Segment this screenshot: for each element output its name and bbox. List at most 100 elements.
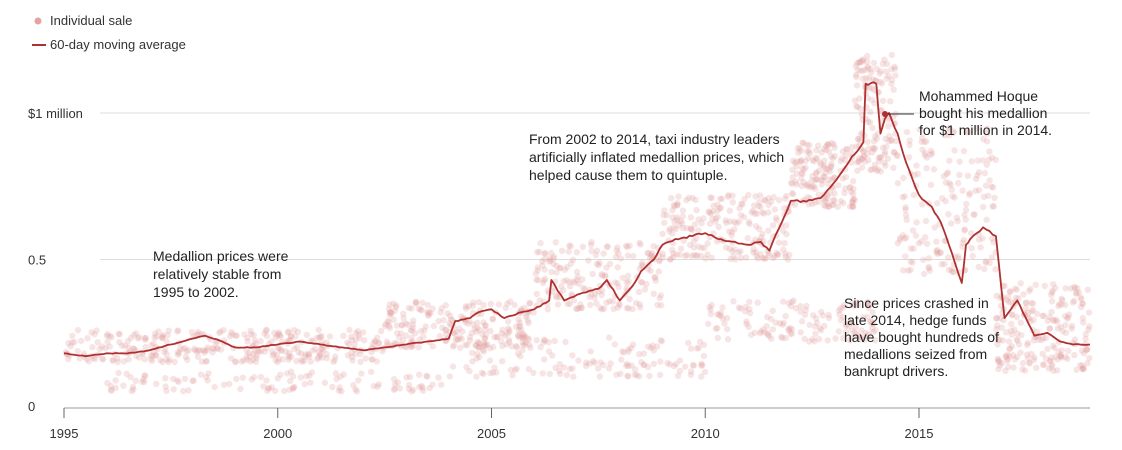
sale-dot	[746, 305, 753, 313]
sale-dot	[419, 384, 426, 391]
sale-dot	[1019, 366, 1026, 373]
sale-dot	[418, 382, 425, 390]
sale-dot	[858, 155, 866, 163]
sale-dot	[820, 173, 827, 180]
sale-dot	[864, 63, 871, 70]
sale-dot	[751, 210, 759, 217]
legend: Individual sale 60-day moving average	[32, 13, 186, 52]
sale-dot	[411, 330, 419, 337]
sale-dot	[308, 369, 316, 376]
sale-dot	[969, 252, 976, 260]
sale-dot	[830, 196, 837, 203]
sale-dot	[1048, 298, 1056, 305]
sale-dot	[926, 267, 934, 274]
sale-dot	[646, 255, 654, 262]
sale-dot	[355, 331, 362, 338]
sale-dot	[845, 322, 852, 330]
sale-dot	[852, 324, 859, 331]
sale-dot	[683, 224, 690, 232]
x-tick-label: 1995	[50, 426, 79, 441]
sale-dot	[253, 354, 260, 361]
sale-dot	[232, 332, 239, 339]
sale-dot	[388, 310, 395, 317]
sale-dot	[857, 59, 864, 66]
sale-dot	[136, 334, 143, 341]
sale-dot	[278, 347, 285, 355]
sale-dot	[141, 372, 149, 379]
sale-dot	[811, 323, 819, 330]
sale-dot	[842, 152, 850, 159]
sale-dot	[728, 229, 736, 236]
sale-dot	[541, 336, 548, 343]
sale-dot	[1014, 337, 1021, 344]
sale-dot	[788, 179, 795, 187]
sale-dot	[1078, 295, 1085, 303]
annotation-line: 1995 to 2002.	[153, 284, 239, 300]
sale-dot	[825, 203, 832, 210]
sale-dot	[830, 197, 838, 205]
sale-dot	[719, 304, 726, 311]
sale-dot	[452, 336, 459, 343]
sale-dot	[700, 352, 708, 360]
sale-dot	[761, 329, 768, 336]
sale-dot	[714, 207, 721, 214]
sale-dot	[1015, 341, 1023, 348]
sale-dot	[813, 169, 820, 176]
sale-dot	[563, 277, 570, 284]
sale-dot	[811, 199, 819, 206]
sale-dot	[797, 329, 804, 336]
sale-dot	[854, 103, 861, 111]
sale-dot	[96, 345, 103, 353]
sale-dot	[89, 344, 96, 351]
sale-dot	[695, 216, 702, 223]
sale-dot	[1049, 316, 1057, 323]
sale-dot	[988, 154, 996, 161]
sale-dot	[813, 319, 821, 327]
sale-dot	[203, 357, 210, 365]
sale-dot	[1001, 282, 1008, 290]
sale-dot	[745, 323, 752, 330]
sale-dot	[558, 247, 566, 255]
sale-dot	[869, 149, 876, 156]
sale-dot	[966, 190, 974, 197]
sale-dot	[369, 356, 376, 363]
sale-dot	[370, 382, 377, 390]
sale-dot	[159, 334, 166, 342]
sale-dot	[313, 356, 321, 363]
sale-dot	[648, 251, 655, 258]
sale-dot	[210, 345, 217, 352]
sale-dot	[516, 334, 523, 341]
sale-dot	[251, 337, 259, 344]
sale-dot	[719, 315, 726, 322]
sale-dot	[552, 239, 559, 246]
sale-dot	[287, 333, 294, 340]
sale-dot	[1040, 312, 1047, 319]
sale-dot	[353, 388, 361, 395]
sale-dot	[412, 300, 420, 307]
sale-dot	[348, 353, 356, 361]
sale-dot	[458, 335, 465, 343]
sale-dot	[1064, 315, 1071, 322]
sale-dot	[781, 195, 789, 202]
sale-dot	[248, 331, 255, 338]
sale-dot	[907, 245, 915, 252]
sale-dot	[1059, 297, 1066, 304]
sale-dot	[504, 330, 511, 337]
sale-dot	[776, 320, 784, 327]
sale-dot	[1023, 341, 1031, 349]
sale-dot	[877, 78, 884, 86]
sale-dot	[289, 373, 297, 380]
sale-dot	[446, 320, 453, 327]
sale-dot	[294, 344, 301, 351]
sale-dot	[306, 372, 313, 379]
sale-dot	[132, 330, 140, 337]
sale-dot	[474, 319, 481, 326]
sale-dot	[805, 154, 812, 162]
sale-dot	[871, 337, 879, 344]
sale-dot	[582, 362, 590, 370]
sale-dot	[385, 322, 393, 329]
sale-dot	[149, 357, 156, 364]
sale-dot	[1008, 311, 1016, 318]
sale-dot	[1073, 289, 1080, 296]
sale-dot	[853, 143, 860, 150]
